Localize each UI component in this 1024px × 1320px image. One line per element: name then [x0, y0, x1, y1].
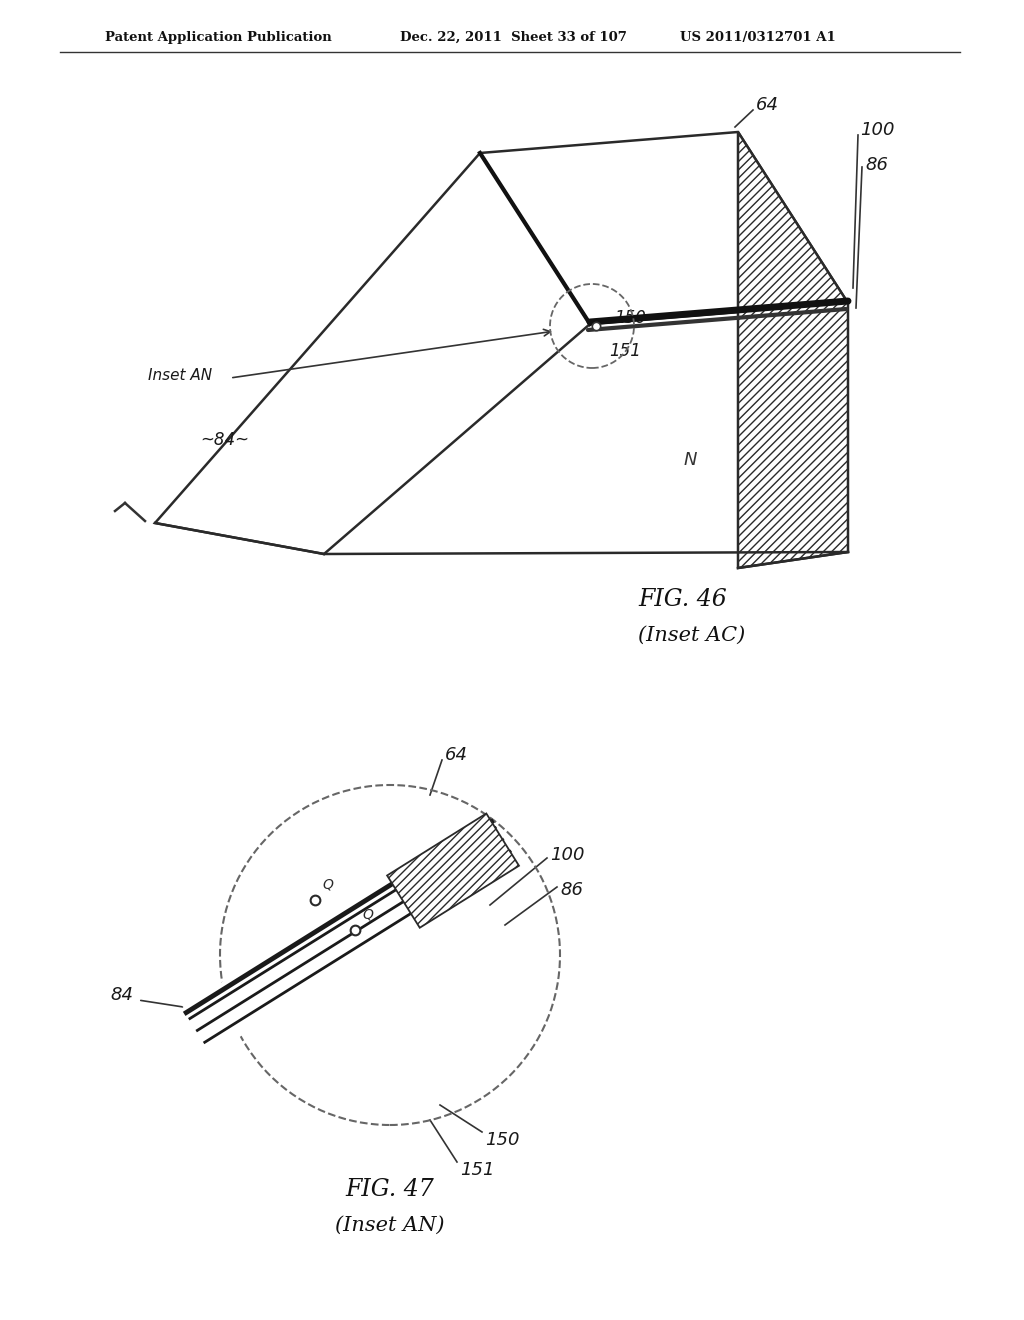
Text: Dec. 22, 2011  Sheet 33 of 107: Dec. 22, 2011 Sheet 33 of 107	[400, 30, 627, 44]
Text: (Inset AC): (Inset AC)	[638, 626, 745, 644]
Polygon shape	[738, 132, 848, 568]
Text: US 2011/0312701 A1: US 2011/0312701 A1	[680, 30, 836, 44]
Text: 150: 150	[485, 1131, 519, 1148]
Text: 151: 151	[609, 342, 641, 360]
Polygon shape	[155, 153, 590, 554]
Text: 64: 64	[756, 96, 779, 114]
Text: 151: 151	[460, 1162, 495, 1179]
Text: Patent Application Publication: Patent Application Publication	[105, 30, 332, 44]
Text: (Inset AN): (Inset AN)	[335, 1216, 444, 1234]
Text: FIG. 47: FIG. 47	[346, 1179, 434, 1201]
Text: N: N	[683, 451, 696, 469]
Text: FIG. 46: FIG. 46	[638, 589, 727, 611]
Text: 100: 100	[860, 121, 895, 139]
Polygon shape	[480, 132, 848, 323]
Text: 150: 150	[614, 309, 646, 327]
Text: 100: 100	[550, 846, 585, 865]
Text: 64: 64	[445, 746, 468, 764]
Text: 86: 86	[865, 156, 888, 174]
Text: 84: 84	[110, 986, 133, 1005]
Text: Q: Q	[322, 878, 333, 892]
Polygon shape	[182, 816, 517, 1055]
Text: ~84~: ~84~	[200, 432, 249, 449]
Text: Inset AN: Inset AN	[148, 367, 212, 383]
Text: Q: Q	[362, 908, 373, 921]
Text: 86: 86	[560, 880, 583, 899]
Polygon shape	[387, 813, 519, 928]
